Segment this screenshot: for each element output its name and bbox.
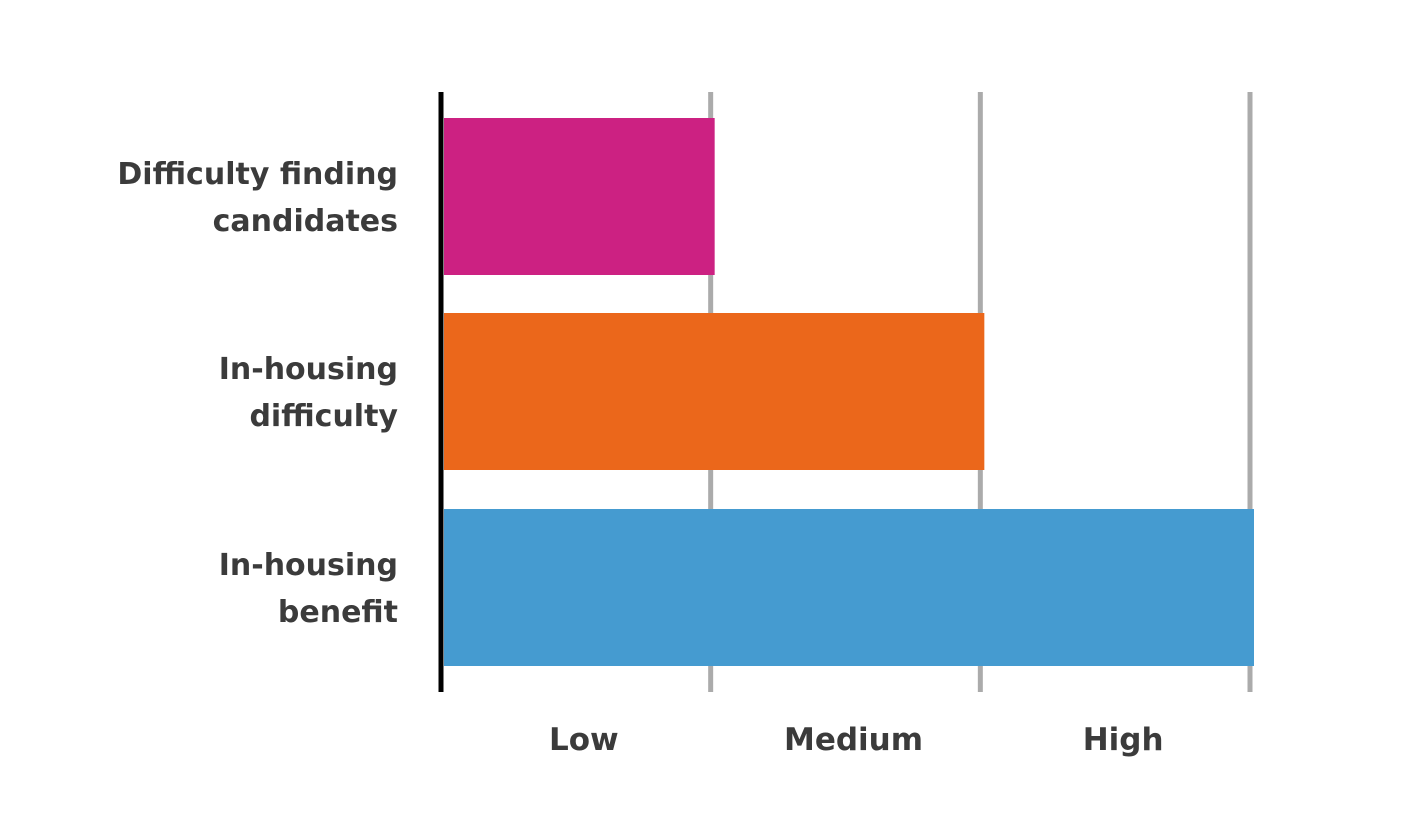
- category-label-line: In-housing: [219, 548, 398, 583]
- bars: [444, 118, 1254, 666]
- category-label-1: Difficulty finding candidates: [117, 157, 398, 239]
- bar-2: [444, 313, 985, 470]
- bar-1: [444, 118, 715, 275]
- category-label-line: Difficulty finding: [117, 157, 398, 192]
- x-tick-labels: Low Medium High: [549, 722, 1164, 758]
- category-label-line: benefit: [278, 595, 398, 630]
- category-label-line: In-housing: [219, 352, 398, 387]
- x-tick-label-high: High: [1083, 722, 1164, 758]
- category-label-line: difficulty: [249, 399, 398, 434]
- x-tick-label-low: Low: [549, 722, 619, 758]
- category-labels: Difficulty finding candidates In-housing di…: [117, 157, 398, 630]
- category-label-2: In-housing difficulty: [219, 352, 399, 434]
- category-label-3: In-housing benefit: [219, 548, 398, 630]
- category-label-line: candidates: [213, 204, 398, 239]
- x-tick-label-medium: Medium: [784, 722, 923, 758]
- bar-3: [444, 509, 1254, 666]
